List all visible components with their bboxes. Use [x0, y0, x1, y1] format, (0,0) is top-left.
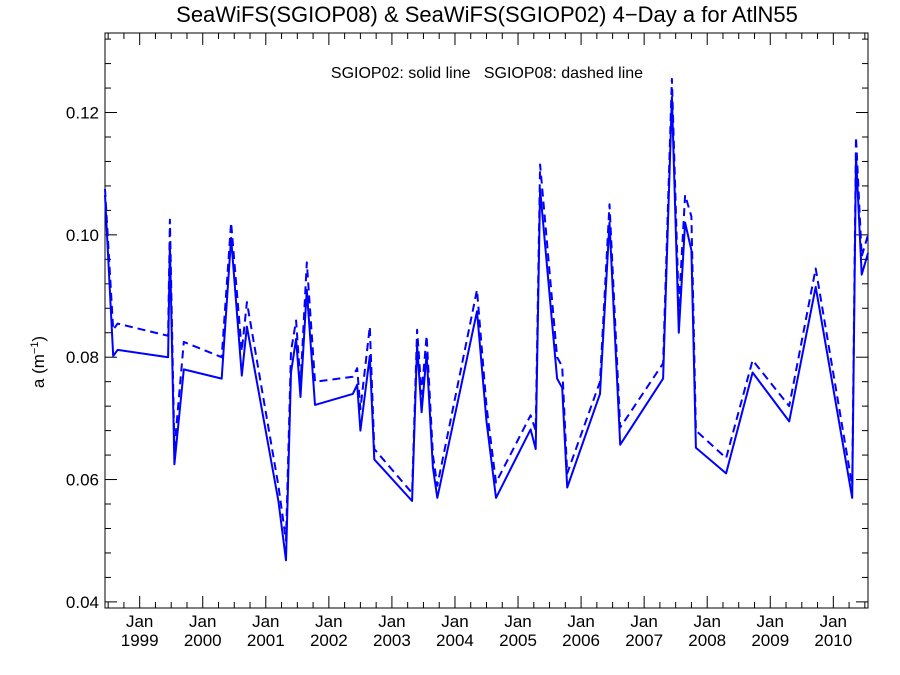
- x-tick-month-label: Jan: [189, 612, 216, 631]
- x-tick-month-label: Jan: [441, 612, 468, 631]
- series-group: [104, 77, 869, 562]
- y-axis: 0.04 0.06 0.08 0.10 0.12: [66, 38, 868, 612]
- x-tick-month-label: Jan: [820, 612, 847, 631]
- y-tick-label: 0.06: [66, 471, 99, 490]
- x-tick-month-label: Jan: [567, 612, 594, 631]
- x-tick-year-label: 2001: [247, 631, 285, 650]
- plot-frame: [104, 32, 869, 609]
- x-tick-year-label: 2003: [373, 631, 411, 650]
- x-tick-year-label: 2006: [562, 631, 600, 650]
- series-line-sgiop02: [104, 96, 869, 562]
- y-tick-label: 0.12: [66, 104, 99, 123]
- x-tick-year-label: 2005: [499, 631, 537, 650]
- y-tick-label: 0.10: [66, 226, 99, 245]
- x-tick-year-label: 2009: [751, 631, 789, 650]
- legend-note: SGIOP02: solid line SGIOP08: dashed line: [331, 65, 643, 82]
- chart-title: SeaWiFS(SGIOP08) & SeaWiFS(SGIOP02) 4−Da…: [176, 2, 798, 27]
- x-tick-year-label: 2000: [184, 631, 222, 650]
- y-axis-label: a (m−1): [29, 336, 48, 388]
- x-tick-year-label: 2007: [625, 631, 663, 650]
- x-tick-year-label: 2008: [688, 631, 726, 650]
- x-tick-month-label: Jan: [378, 612, 405, 631]
- x-tick-year-label: 2002: [310, 631, 348, 650]
- y-tick-label: 0.08: [66, 348, 99, 367]
- x-axis: Jan1999Jan2000Jan2001Jan2002Jan2003Jan20…: [107, 33, 866, 650]
- x-tick-month-label: Jan: [693, 612, 720, 631]
- x-tick-month-label: Jan: [504, 612, 531, 631]
- x-tick-month-label: Jan: [252, 612, 279, 631]
- x-tick-year-label: 2004: [436, 631, 474, 650]
- x-tick-month-label: Jan: [126, 612, 153, 631]
- series-line-sgiop08: [104, 77, 869, 542]
- x-tick-year-label: 2010: [814, 631, 852, 650]
- y-tick-label: 0.04: [66, 593, 99, 612]
- x-tick-month-label: Jan: [630, 612, 657, 631]
- x-tick-year-label: 1999: [121, 631, 159, 650]
- x-tick-month-label: Jan: [315, 612, 342, 631]
- x-tick-month-label: Jan: [757, 612, 784, 631]
